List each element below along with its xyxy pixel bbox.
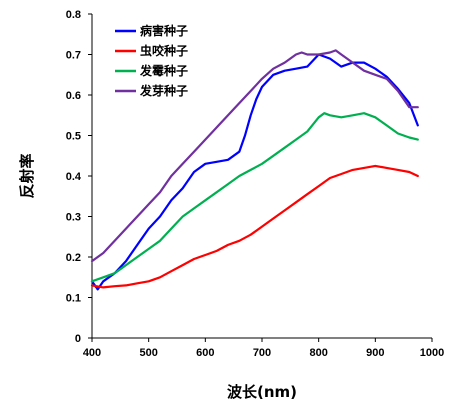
legend-label-3: 发霉种子 [139, 63, 188, 78]
y-tick-label: 0.5 [66, 131, 81, 143]
legend-label-4: 发芽种子 [139, 83, 188, 98]
x-tick-label: 500 [139, 347, 157, 359]
x-tick-label: 800 [309, 347, 327, 359]
y-tick-label: 0.4 [66, 171, 82, 183]
y-axis-title: 反射率 [18, 153, 36, 198]
y-tick-label: 0.2 [66, 252, 81, 264]
x-tick-label: 1000 [420, 347, 444, 359]
axes [91, 14, 432, 339]
y-tick-label: 0.7 [66, 50, 81, 62]
series-line-2 [90, 164, 419, 289]
x-tick-label: 900 [366, 347, 384, 359]
y-tick-label: 0.1 [66, 293, 81, 305]
x-tick-label: 600 [196, 347, 214, 359]
series-line-3 [90, 112, 419, 283]
y-tick-label: 0 [75, 333, 81, 345]
series-line-1 [90, 53, 419, 291]
y-tick-label: 0.6 [66, 90, 81, 102]
y-tick-label: 0.3 [66, 212, 81, 224]
x-axis-ticks: 400 500 600 700 800 900 1000 [83, 338, 444, 359]
x-axis-title: 波长(nm) [227, 383, 297, 401]
legend-label-2: 虫咬种子 [140, 43, 188, 58]
legend-label-1: 病害种子 [140, 23, 188, 38]
y-tick-label: 0.8 [66, 9, 81, 21]
x-tick-label: 700 [253, 347, 271, 359]
series-line-4 [90, 49, 419, 263]
x-tick-label: 400 [83, 347, 101, 359]
series-layer [90, 49, 419, 291]
y-axis-ticks: 0 0.1 0.2 0.3 0.4 0.5 0.6 0.7 0.8 [66, 9, 92, 345]
